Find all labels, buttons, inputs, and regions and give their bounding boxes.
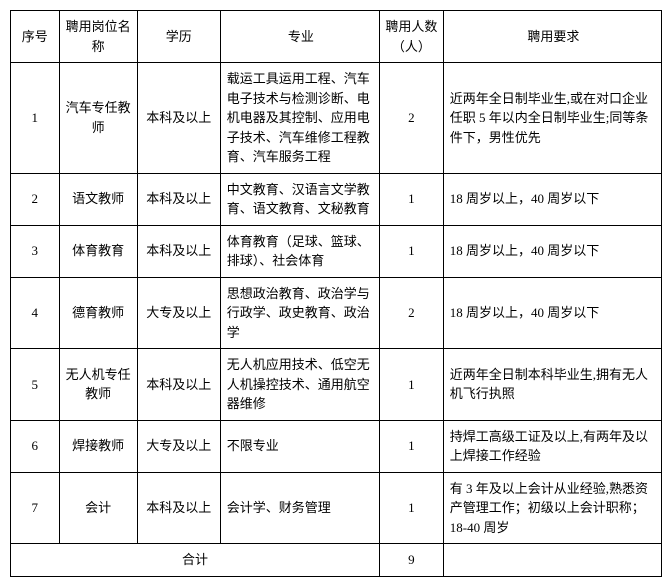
header-count: 聘用人数（人） bbox=[379, 11, 443, 63]
cell-major: 中文教育、汉语言文学教育、语文教育、文秘教育 bbox=[220, 173, 379, 225]
cell-position: 德育教师 bbox=[59, 277, 137, 349]
cell-education: 大专及以上 bbox=[137, 277, 220, 349]
cell-major: 体育教育（足球、篮球、排球）、社会体育 bbox=[220, 225, 379, 277]
cell-seq: 5 bbox=[11, 349, 60, 421]
table-row: 6 焊接教师 大专及以上 不限专业 1 持焊工高级工证及以上,有两年及以上焊接工… bbox=[11, 420, 662, 472]
table-row: 7 会计 本科及以上 会计学、财务管理 1 有 3 年及以上会计从业经验,熟悉资… bbox=[11, 472, 662, 544]
cell-count: 2 bbox=[379, 277, 443, 349]
cell-count: 1 bbox=[379, 173, 443, 225]
cell-major: 会计学、财务管理 bbox=[220, 472, 379, 544]
cell-requirement: 18 周岁以上，40 周岁以下 bbox=[443, 277, 661, 349]
total-empty bbox=[443, 544, 661, 577]
cell-seq: 2 bbox=[11, 173, 60, 225]
total-label: 合计 bbox=[11, 544, 380, 577]
cell-major: 思想政治教育、政治学与行政学、政史教育、政治学 bbox=[220, 277, 379, 349]
cell-seq: 1 bbox=[11, 63, 60, 174]
cell-count: 1 bbox=[379, 225, 443, 277]
cell-count: 1 bbox=[379, 472, 443, 544]
cell-count: 1 bbox=[379, 420, 443, 472]
total-count: 9 bbox=[379, 544, 443, 577]
cell-major: 无人机应用技术、低空无人机操控技术、通用航空器维修 bbox=[220, 349, 379, 421]
cell-major: 不限专业 bbox=[220, 420, 379, 472]
cell-count: 2 bbox=[379, 63, 443, 174]
cell-education: 本科及以上 bbox=[137, 173, 220, 225]
cell-requirement: 18 周岁以上，40 周岁以下 bbox=[443, 173, 661, 225]
cell-major: 载运工具运用工程、汽车电子技术与检测诊断、电机电器及其控制、应用电子技术、汽车维… bbox=[220, 63, 379, 174]
footer-row: 合计 9 bbox=[11, 544, 662, 577]
cell-position: 焊接教师 bbox=[59, 420, 137, 472]
cell-requirement: 有 3 年及以上会计从业经验,熟悉资产管理工作；初级以上会计职称；18-40 周… bbox=[443, 472, 661, 544]
cell-education: 大专及以上 bbox=[137, 420, 220, 472]
cell-position: 无人机专任教师 bbox=[59, 349, 137, 421]
cell-education: 本科及以上 bbox=[137, 225, 220, 277]
cell-position: 语文教师 bbox=[59, 173, 137, 225]
cell-position: 汽车专任教师 bbox=[59, 63, 137, 174]
header-row: 序号 聘用岗位名称 学历 专业 聘用人数（人） 聘用要求 bbox=[11, 11, 662, 63]
cell-seq: 7 bbox=[11, 472, 60, 544]
header-seq: 序号 bbox=[11, 11, 60, 63]
table-row: 4 德育教师 大专及以上 思想政治教育、政治学与行政学、政史教育、政治学 2 1… bbox=[11, 277, 662, 349]
cell-education: 本科及以上 bbox=[137, 472, 220, 544]
cell-education: 本科及以上 bbox=[137, 63, 220, 174]
cell-requirement: 18 周岁以上，40 周岁以下 bbox=[443, 225, 661, 277]
cell-education: 本科及以上 bbox=[137, 349, 220, 421]
header-education: 学历 bbox=[137, 11, 220, 63]
table-body: 1 汽车专任教师 本科及以上 载运工具运用工程、汽车电子技术与检测诊断、电机电器… bbox=[11, 63, 662, 577]
cell-seq: 6 bbox=[11, 420, 60, 472]
cell-seq: 3 bbox=[11, 225, 60, 277]
table-row: 3 体育教育 本科及以上 体育教育（足球、篮球、排球）、社会体育 1 18 周岁… bbox=[11, 225, 662, 277]
table-row: 2 语文教师 本科及以上 中文教育、汉语言文学教育、语文教育、文秘教育 1 18… bbox=[11, 173, 662, 225]
table-row: 5 无人机专任教师 本科及以上 无人机应用技术、低空无人机操控技术、通用航空器维… bbox=[11, 349, 662, 421]
header-requirement: 聘用要求 bbox=[443, 11, 661, 63]
header-position: 聘用岗位名称 bbox=[59, 11, 137, 63]
cell-position: 体育教育 bbox=[59, 225, 137, 277]
cell-count: 1 bbox=[379, 349, 443, 421]
cell-seq: 4 bbox=[11, 277, 60, 349]
cell-position: 会计 bbox=[59, 472, 137, 544]
header-major: 专业 bbox=[220, 11, 379, 63]
cell-requirement: 近两年全日制本科毕业生,拥有无人机飞行执照 bbox=[443, 349, 661, 421]
recruitment-table: 序号 聘用岗位名称 学历 专业 聘用人数（人） 聘用要求 1 汽车专任教师 本科… bbox=[10, 10, 662, 577]
cell-requirement: 持焊工高级工证及以上,有两年及以上焊接工作经验 bbox=[443, 420, 661, 472]
table-row: 1 汽车专任教师 本科及以上 载运工具运用工程、汽车电子技术与检测诊断、电机电器… bbox=[11, 63, 662, 174]
cell-requirement: 近两年全日制毕业生,或在对口企业任职 5 年以内全日制毕业生;同等条件下，男性优… bbox=[443, 63, 661, 174]
